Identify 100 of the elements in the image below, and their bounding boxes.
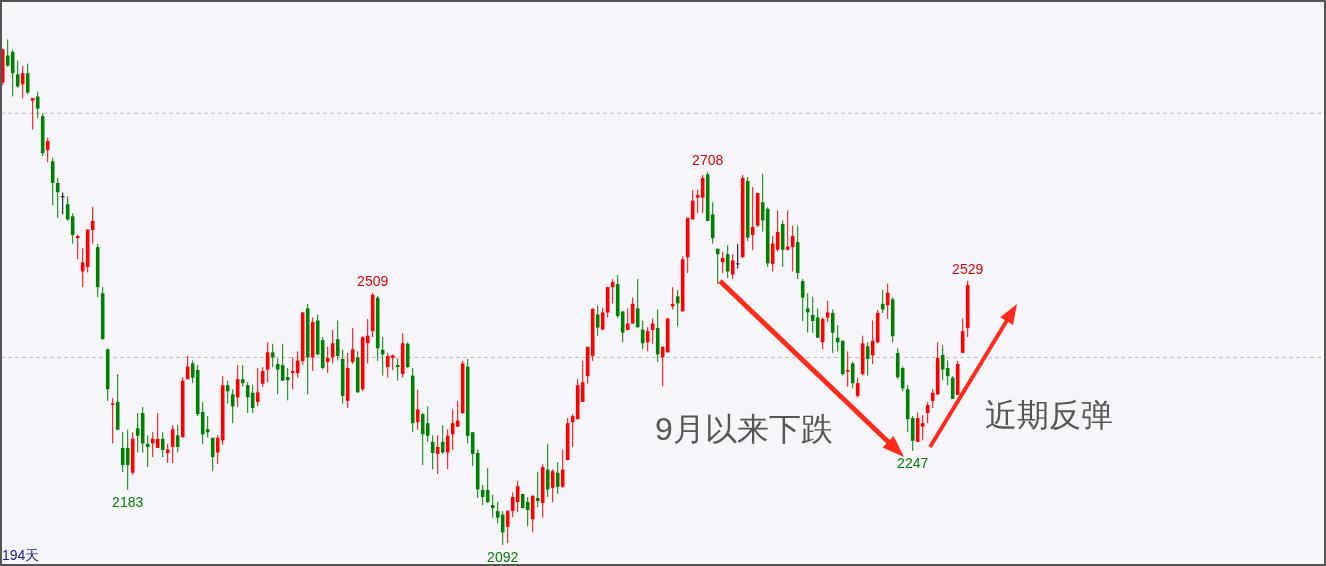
candlestick xyxy=(205,415,210,438)
candlestick xyxy=(20,65,25,100)
candlestick xyxy=(730,253,735,280)
candlestick xyxy=(595,304,600,337)
candlestick xyxy=(110,397,115,444)
candlestick xyxy=(525,496,530,527)
candlestick xyxy=(945,359,950,386)
annotation: 2092 xyxy=(487,549,519,565)
candlestick xyxy=(330,329,335,364)
candlestick xyxy=(500,510,505,546)
candlestick xyxy=(45,136,50,163)
candlestick xyxy=(440,424,445,455)
candlestick xyxy=(885,283,890,320)
candlestick xyxy=(630,297,635,325)
candlestick xyxy=(555,461,560,495)
candlestick xyxy=(650,317,655,345)
candlestick xyxy=(545,443,550,498)
candlestick xyxy=(720,251,725,274)
candlestick xyxy=(535,471,540,508)
candlestick xyxy=(160,431,165,458)
text: 近期反弹 xyxy=(985,397,1113,433)
candlestick xyxy=(960,317,965,354)
candlestick xyxy=(550,468,555,503)
candlestick xyxy=(50,157,55,206)
candlestick xyxy=(515,480,520,513)
candlestick xyxy=(560,448,565,489)
candlestick xyxy=(155,412,160,449)
candlestick xyxy=(170,424,175,464)
candlestick xyxy=(610,278,615,304)
candlestick xyxy=(920,414,925,441)
candlestick xyxy=(270,343,275,368)
candlestick xyxy=(335,320,340,361)
annotation: 2183 xyxy=(112,493,144,510)
candlestick xyxy=(75,234,80,260)
candlestick xyxy=(820,316,825,350)
candlestick xyxy=(675,289,680,328)
candlestick xyxy=(350,327,355,365)
candlestick xyxy=(800,278,805,322)
candlestick xyxy=(490,494,495,519)
candlestick xyxy=(15,60,20,89)
candlestick xyxy=(790,224,795,272)
candlestick xyxy=(225,380,230,405)
candlestick xyxy=(750,186,755,251)
candlestick xyxy=(435,434,440,475)
candlestick xyxy=(425,405,430,443)
candlestick xyxy=(405,341,410,369)
candlestick xyxy=(645,326,650,352)
candlestick xyxy=(735,243,740,269)
candlestick xyxy=(255,367,260,407)
candlestick xyxy=(715,248,720,285)
candlestick xyxy=(145,434,150,468)
candlestick xyxy=(250,384,255,414)
candlestick xyxy=(925,401,930,424)
candlestick xyxy=(30,97,35,130)
candlestick xyxy=(950,375,955,400)
text: 194天 xyxy=(2,547,40,563)
annotation: 2247 xyxy=(897,454,929,471)
candlestick xyxy=(815,307,820,339)
candlestick xyxy=(530,494,535,533)
candlestick xyxy=(850,361,855,389)
candlestick xyxy=(260,366,265,388)
candlestick xyxy=(265,341,270,383)
candlestick xyxy=(55,177,60,219)
annotation: 2708 xyxy=(692,151,724,168)
candlestick xyxy=(90,206,95,245)
candlestick xyxy=(210,437,215,472)
annotation: 2529 xyxy=(952,260,984,277)
candlestick xyxy=(865,341,870,377)
candlestick xyxy=(25,63,30,96)
annotation: 9月以来下跌 xyxy=(655,411,833,447)
candlestick xyxy=(725,244,730,279)
candlestick xyxy=(415,389,420,431)
candlestick xyxy=(880,289,885,314)
candlestick xyxy=(825,300,830,323)
candlestick xyxy=(10,49,15,98)
candlestick xyxy=(785,209,790,251)
annotation: 2509 xyxy=(357,272,389,289)
candlestick xyxy=(640,320,645,350)
candlestick xyxy=(285,367,290,401)
candlestick xyxy=(485,467,490,504)
candlestick xyxy=(175,424,180,453)
candlestick xyxy=(445,428,450,470)
candlestick xyxy=(325,346,330,374)
candlestick xyxy=(35,90,40,119)
candlestick xyxy=(395,357,400,382)
candlestick xyxy=(805,292,810,334)
candlestick xyxy=(430,434,435,470)
candlestick xyxy=(380,336,385,377)
candlestick xyxy=(830,308,835,354)
candlestick xyxy=(165,443,170,464)
candlestick xyxy=(60,192,65,215)
candlestick xyxy=(635,278,640,329)
candlestick xyxy=(240,364,245,388)
candlestick xyxy=(855,377,860,398)
candlestick xyxy=(845,350,850,388)
candlestick xyxy=(700,174,705,214)
candlestick xyxy=(235,364,240,408)
candlestick xyxy=(125,429,130,491)
candlestick xyxy=(505,509,510,544)
candlestick xyxy=(230,388,235,424)
